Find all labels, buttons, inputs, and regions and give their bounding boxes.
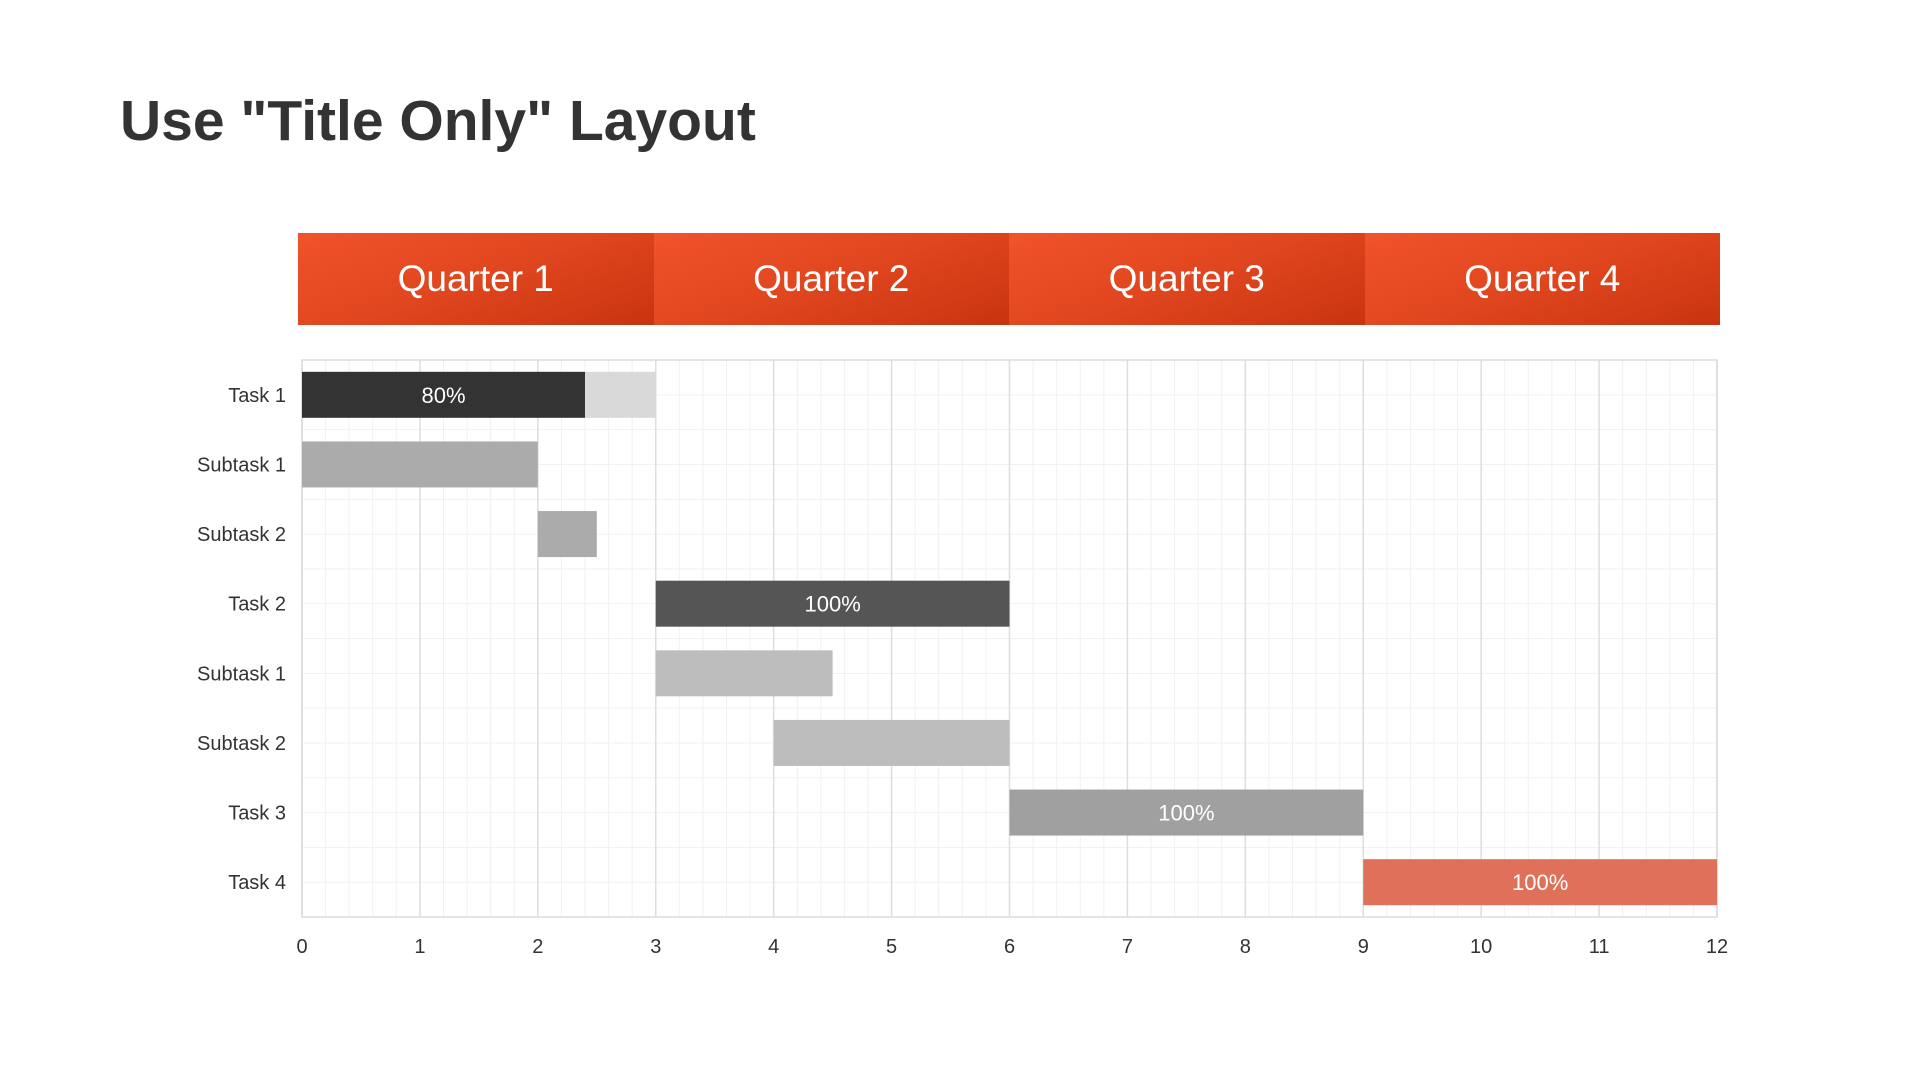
quarter-1-header: Quarter 1 xyxy=(298,233,654,325)
slide-title: Use "Title Only" Layout xyxy=(120,89,756,153)
x-tick-label: 12 xyxy=(1706,936,1728,958)
gantt-bar xyxy=(585,371,656,418)
gantt-bar xyxy=(1363,859,1717,906)
bar-data-label: 100% xyxy=(804,592,860,617)
gantt-bar xyxy=(773,719,1010,766)
quarter-3-header: Quarter 3 xyxy=(1009,233,1365,325)
category-label: Task 1 xyxy=(228,385,286,407)
category-label: Task 3 xyxy=(228,803,286,825)
bar-data-label: 100% xyxy=(1512,870,1568,895)
x-tick-label: 4 xyxy=(768,936,779,958)
gantt-bar xyxy=(302,441,538,488)
gantt-bar xyxy=(655,580,1010,627)
quarter-2-header: Quarter 2 xyxy=(653,233,1009,325)
x-tick-label: 2 xyxy=(532,936,543,958)
category-label: Subtask 2 xyxy=(197,733,286,755)
plot-area-border xyxy=(301,359,1718,918)
category-label: Task 4 xyxy=(228,872,286,894)
category-label: Subtask 2 xyxy=(197,524,286,546)
quarter-header-bar: Quarter 1 Quarter 2 Quarter 3 Quarter 4 xyxy=(298,233,1720,325)
x-tick-label: 1 xyxy=(414,936,425,958)
gantt-bar xyxy=(655,650,833,697)
bar-data-label: 100% xyxy=(1158,801,1214,826)
gantt-bar xyxy=(302,371,585,418)
category-label: Task 2 xyxy=(228,594,286,616)
category-label: Subtask 1 xyxy=(197,663,286,685)
x-tick-label: 9 xyxy=(1358,936,1369,958)
x-tick-label: 3 xyxy=(650,936,661,958)
category-label: Subtask 1 xyxy=(197,454,286,476)
x-tick-label: 8 xyxy=(1240,936,1251,958)
x-tick-label: 10 xyxy=(1470,936,1492,958)
gantt-bar xyxy=(537,511,597,558)
x-tick-label: 7 xyxy=(1122,936,1133,958)
x-tick-label: 0 xyxy=(296,936,307,958)
gantt-bar xyxy=(1009,789,1364,836)
quarter-4-header: Quarter 4 xyxy=(1364,233,1720,325)
x-tick-label: 6 xyxy=(1004,936,1015,958)
x-tick-label: 11 xyxy=(1589,936,1610,958)
x-tick-label: 5 xyxy=(886,936,897,958)
bar-data-label: 80% xyxy=(421,383,465,408)
